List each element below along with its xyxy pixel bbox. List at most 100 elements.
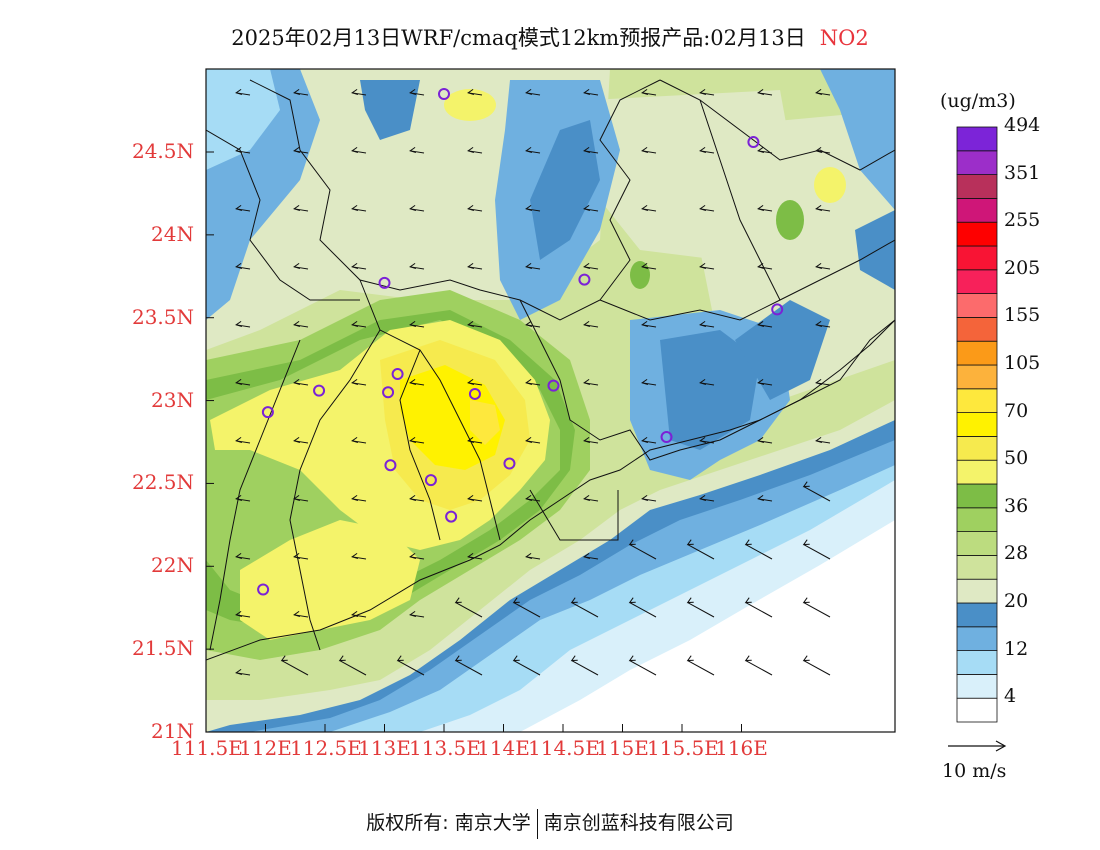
wind-arrow: [757, 494, 773, 502]
wind-arrow: [351, 146, 367, 154]
wind-arrow: [293, 320, 309, 328]
wind-arrow: [351, 262, 367, 270]
lon-tick-label: 112E: [239, 736, 292, 760]
colorbar-tick-label: 351: [1004, 161, 1041, 184]
wind-arrow: [757, 320, 773, 328]
wind-arrow: [525, 552, 541, 560]
wind-arrow: [351, 552, 367, 560]
wind-arrow: [583, 146, 599, 154]
wind-arrow: [409, 204, 425, 212]
colorbar-swatch: [956, 435, 998, 461]
wind-arrow: [757, 88, 773, 96]
wind-arrow: [467, 204, 483, 212]
colorbar-swatch: [956, 650, 998, 675]
lat-tick-label: 23.5N: [131, 304, 194, 329]
wind-reference-label: 10 m/s: [942, 760, 1007, 782]
colorbar-tick-label: 4: [1004, 685, 1017, 708]
wind-arrow: [583, 204, 599, 212]
monitoring-site-marker: [313, 384, 326, 397]
wind-arrow: [467, 88, 483, 96]
wind-arrow: [409, 436, 425, 444]
concentration-field: [206, 69, 895, 732]
colorbar-swatch: [956, 578, 998, 604]
colorbar-swatch: [956, 602, 998, 628]
lat-tick-label: 21N: [151, 719, 194, 743]
wind-arrow: [744, 597, 773, 618]
wind-arrow: [525, 436, 541, 444]
wind-arrow: [815, 378, 831, 386]
wind-arrow: [512, 597, 541, 618]
colorbar-swatch: [956, 388, 998, 413]
page-title: 2025年02月13日WRF/cmaq模式12km预报产品:02月13日 NO2: [0, 22, 1100, 52]
lat-tick-label: 21.5N: [131, 636, 194, 661]
wind-arrow: [293, 610, 309, 618]
colorbar-swatch: [956, 340, 998, 366]
wind-arrow: [351, 320, 367, 328]
wind-arrow: [235, 378, 251, 386]
monitoring-site-marker: [747, 136, 760, 149]
colorbar-swatch: [956, 269, 998, 294]
monitoring-site-marker: [771, 303, 784, 316]
wind-arrow: [757, 262, 773, 270]
lon-tick-label: 114E: [477, 736, 530, 760]
lon-tick-label: 111.5E: [171, 736, 243, 760]
wind-arrow: [454, 597, 483, 618]
colorbar-swatch: [956, 316, 998, 342]
wind-arrow: [815, 88, 831, 96]
wind-arrow: [641, 146, 657, 154]
wind-arrow: [409, 88, 425, 96]
wind-arrow: [525, 494, 541, 502]
wind-arrow: [409, 494, 425, 502]
lon-tick-label: 113.5E: [409, 736, 481, 760]
monitoring-site-marker: [261, 406, 274, 419]
wind-arrow: [628, 539, 657, 560]
wind-arrow: [802, 655, 831, 676]
wind-arrow: [641, 378, 657, 386]
wind-arrow: [235, 88, 251, 96]
colorbar-swatch: [956, 674, 998, 699]
axis-ticks: [205, 151, 742, 733]
wind-arrow: [293, 146, 309, 154]
colorbar-tick-label: 105: [1004, 352, 1041, 374]
footer-separator: [536, 808, 538, 839]
wind-arrow: [525, 262, 541, 270]
wind-arrow: [409, 610, 425, 618]
lon-tick-label: 112.5E: [290, 736, 362, 760]
wind-arrow: [628, 597, 657, 618]
monitoring-site-marker: [468, 387, 481, 400]
wind-arrow: [815, 204, 831, 212]
wind-arrow: [467, 552, 483, 560]
wind-arrow: [351, 436, 367, 444]
monitoring-site-marker: [424, 474, 437, 487]
wind-arrow: [235, 552, 251, 560]
lon-tick-label: 114.5E: [528, 736, 600, 760]
wind-arrow: [699, 436, 715, 444]
colorbar-swatch: [956, 364, 998, 390]
wind-arrow: [409, 552, 425, 560]
monitoring-site-marker: [378, 276, 391, 289]
wind-arrow: [235, 668, 251, 676]
wind-arrow: [293, 88, 309, 96]
wind-arrow: [641, 204, 657, 212]
copyright-text: 版权所有: 南京大学: [366, 812, 531, 834]
wind-reference-arrow: [948, 740, 1007, 752]
monitoring-site-marker: [503, 457, 516, 470]
wind-arrow: [467, 146, 483, 154]
colorbar-tick-label: 70: [1004, 399, 1029, 422]
wind-arrow: [699, 88, 715, 96]
wind-arrow: [570, 597, 599, 618]
wind-arrow: [525, 378, 541, 386]
wind-arrow: [293, 436, 309, 444]
colorbar-tick-label: 36: [1004, 494, 1029, 517]
footer: 版权所有: 南京大学 南京创蓝科技有限公司: [0, 808, 1100, 839]
wind-arrow: [525, 204, 541, 212]
monitoring-site-marker: [578, 273, 591, 286]
colorbar-swatch: [956, 531, 998, 556]
wind-arrow: [757, 378, 773, 386]
wind-arrow: [467, 262, 483, 270]
wind-arrow: [235, 146, 251, 154]
wind-arrow: [686, 597, 715, 618]
monitoring-site-marker: [382, 386, 395, 399]
species-label: NO2: [819, 26, 869, 50]
colorbar-swatch: [956, 555, 998, 580]
